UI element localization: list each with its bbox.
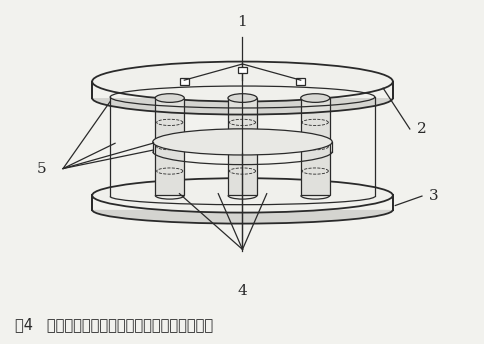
Ellipse shape xyxy=(92,178,392,213)
Ellipse shape xyxy=(155,94,184,103)
Polygon shape xyxy=(92,195,392,224)
Ellipse shape xyxy=(92,62,392,101)
Text: 1: 1 xyxy=(237,15,247,29)
FancyBboxPatch shape xyxy=(238,67,246,73)
Text: 4: 4 xyxy=(237,284,247,298)
Text: 3: 3 xyxy=(428,189,438,203)
Text: 2: 2 xyxy=(416,122,426,136)
Text: 5: 5 xyxy=(36,162,46,175)
FancyBboxPatch shape xyxy=(227,98,257,195)
Polygon shape xyxy=(92,82,392,115)
Ellipse shape xyxy=(227,94,257,103)
FancyBboxPatch shape xyxy=(300,98,329,195)
Ellipse shape xyxy=(152,129,332,155)
FancyBboxPatch shape xyxy=(296,78,304,85)
FancyBboxPatch shape xyxy=(180,78,188,85)
FancyBboxPatch shape xyxy=(155,98,184,195)
Text: 图4   摩擦离合器在货叉升降停止时工作原理简图: 图4 摩擦离合器在货叉升降停止时工作原理简图 xyxy=(15,318,212,333)
Ellipse shape xyxy=(300,94,329,103)
